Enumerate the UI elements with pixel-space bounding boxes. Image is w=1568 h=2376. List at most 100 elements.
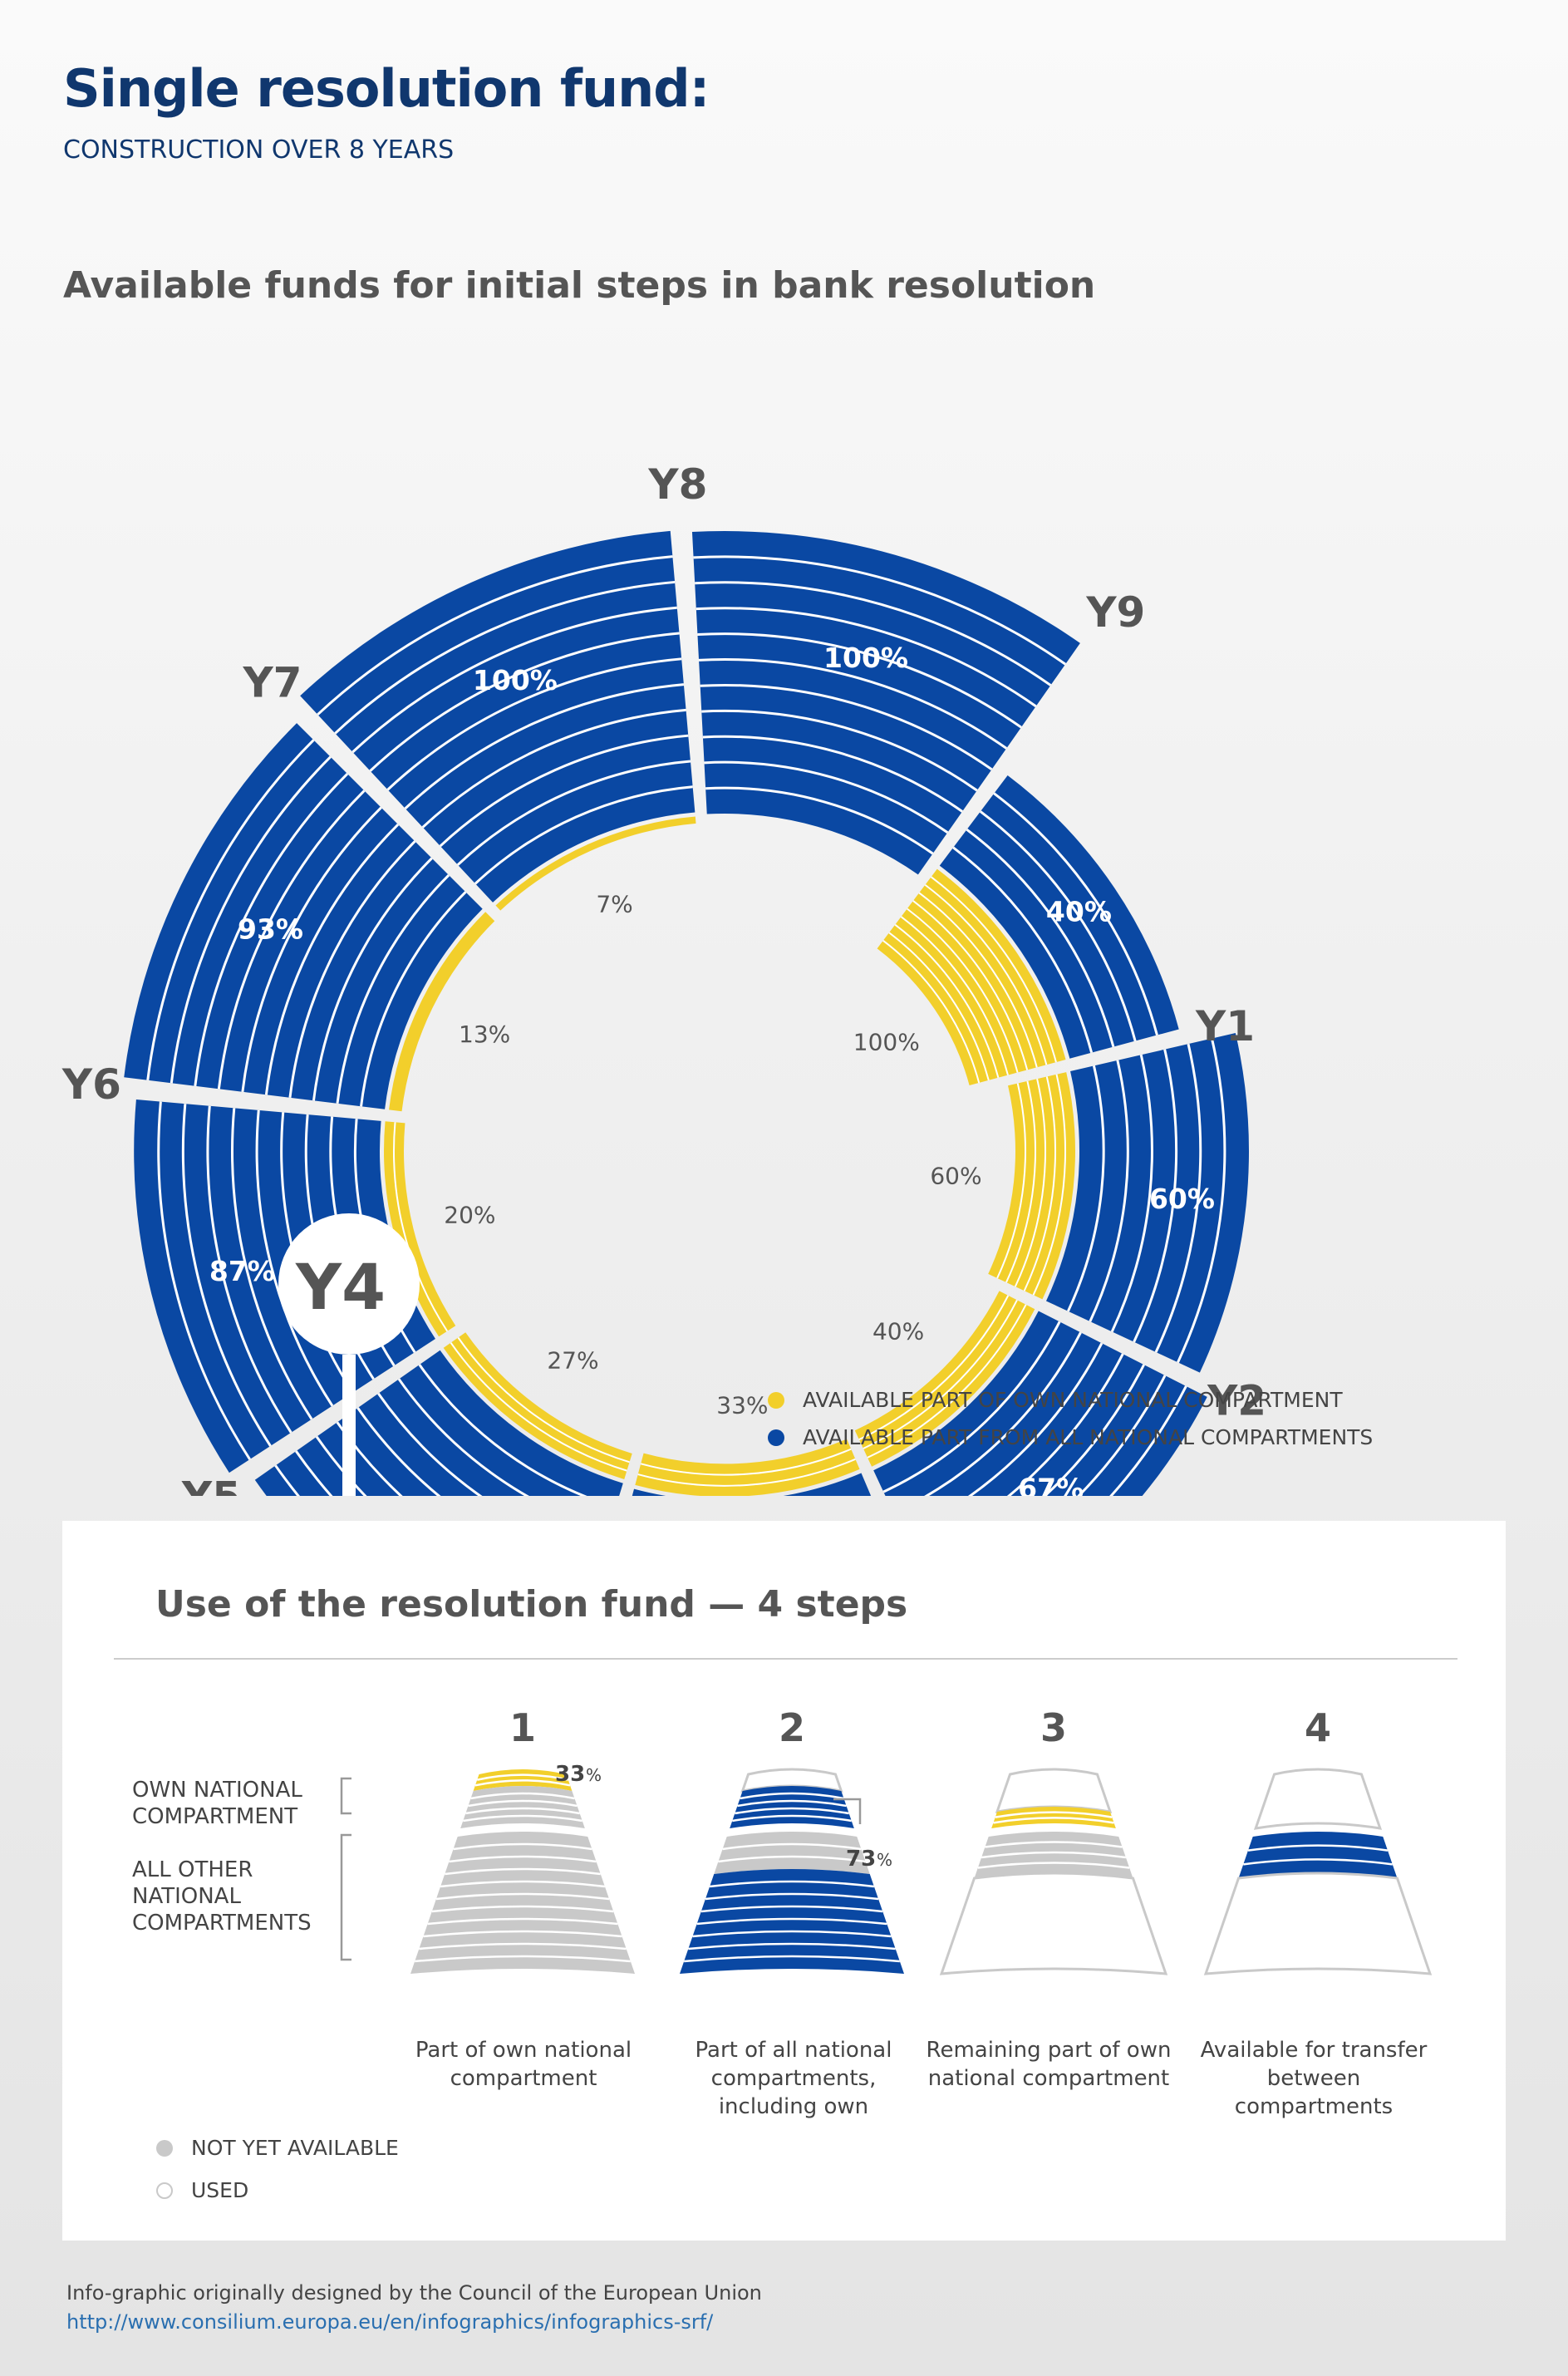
- credit-text: Info-graphic originally designed by the …: [66, 2281, 762, 2305]
- wedge-line: [449, 1855, 597, 1863]
- step-1-caption: Part of own national compartment: [415, 2038, 632, 2091]
- wedge-line: [993, 1817, 1114, 1824]
- bar-Y3: [873, 1311, 1207, 1496]
- own-bar-Y2: [988, 1072, 1076, 1300]
- bar-Y7-ring: [217, 790, 366, 1090]
- own-bar-Y1-ring: [894, 923, 1000, 1078]
- own-bar-Y1: [877, 868, 1066, 1086]
- wedge-band: [939, 1872, 1168, 1975]
- spiral-chart: 40%60%67%73%80%87%93%100%100%100%60%40%3…: [61, 460, 1266, 1496]
- wedge-line: [440, 1880, 606, 1888]
- own-bar-Y4-fill: [635, 1439, 860, 1496]
- wedge-line: [709, 1880, 875, 1888]
- wedge-line: [977, 1862, 1130, 1869]
- wedge-line: [435, 1892, 610, 1901]
- wedge-line: [463, 1814, 582, 1823]
- hollow-dot-icon: [156, 2182, 173, 2199]
- own-bar-Y3-ring: [867, 1304, 1027, 1459]
- bar-Y2-ring: [1133, 1049, 1177, 1343]
- bar-Y9: [691, 530, 1080, 875]
- wedge-line: [423, 1930, 622, 1938]
- wedge-line: [737, 1799, 847, 1808]
- bar-Y9-ring: [697, 632, 1022, 729]
- own-bar-Y5: [443, 1332, 632, 1479]
- bar-Y6-ring: [157, 1101, 251, 1460]
- step-2-wedge: [680, 1768, 904, 1974]
- step-3-number: 3: [1040, 1705, 1067, 1750]
- own-bar-Y6-fill: [383, 1121, 456, 1337]
- bar-Y9-ring: [696, 607, 1037, 708]
- legend-item-not-available: NOT YET AVAILABLE: [156, 2136, 399, 2160]
- wedge-line: [705, 1892, 879, 1901]
- bar-Y9-ring: [704, 760, 949, 834]
- bar-Y3-ring: [1043, 1364, 1145, 1496]
- bar-Y8-ring: [334, 580, 676, 735]
- year-label-Y1: Y1: [1195, 1002, 1255, 1050]
- own-bar-Y5-ring: [450, 1342, 627, 1472]
- wedge-line: [995, 1811, 1113, 1818]
- own-bar-Y1-ring: [924, 883, 1048, 1065]
- own-bar-Y1-ring: [882, 940, 981, 1084]
- own-bar-Y7-fill: [389, 912, 495, 1112]
- wedge-line: [684, 1955, 900, 1963]
- own-bar-Y7: [389, 912, 495, 1112]
- own-bar-Y1-ring: [900, 916, 1009, 1075]
- legend-item-all: AVAILABLE PART FROM ALL NATIONAL COMPART…: [768, 1425, 1373, 1449]
- bar-Y3-ring: [967, 1342, 1103, 1496]
- bar-Y8-ring: [404, 683, 685, 809]
- legend-label-not-available: NOT YET AVAILABLE: [191, 2136, 399, 2160]
- navy-dot-icon: [768, 1429, 784, 1446]
- bar-Y3-ring: [1109, 1385, 1187, 1496]
- bar-Y9-ring: [702, 735, 963, 813]
- bar-label-Y7: 93%: [238, 913, 303, 945]
- own-bar-label-Y2: 60%: [930, 1162, 981, 1189]
- bar-Y1-ring: [966, 828, 1115, 1048]
- step-4-number: 4: [1304, 1705, 1331, 1750]
- bar-Y8-ring: [421, 708, 686, 829]
- bar-Y6-ring: [181, 1104, 272, 1447]
- own-bar-Y6-ring: [393, 1122, 449, 1332]
- bar-Y6-ring: [255, 1109, 334, 1407]
- own-bar-label-Y4: 33%: [716, 1392, 768, 1419]
- bar-Y3-ring: [882, 1321, 1061, 1493]
- wedge-line: [740, 1792, 844, 1800]
- bar-Y7-ring: [194, 773, 349, 1086]
- own-bar-label-Y6: 20%: [444, 1201, 495, 1228]
- bar-Y8-ring: [474, 785, 693, 885]
- step-3-caption: Remaining part of own national compartme…: [926, 2038, 1172, 2091]
- panel-legend: NOT YET AVAILABLE USED: [156, 2136, 399, 2221]
- wedge-line: [474, 1779, 571, 1787]
- wedge-line: [468, 1799, 578, 1808]
- own-bar-Y2-ring: [996, 1083, 1026, 1279]
- bar-Y8-ring: [369, 632, 680, 772]
- bar-Y1-ring: [952, 846, 1094, 1054]
- bar-Y4-fill: [632, 1473, 872, 1496]
- own-bar-label-Y8: 7%: [596, 891, 632, 918]
- wedge-band: [974, 1832, 1133, 1878]
- own-bar-Y3-ring: [863, 1299, 1018, 1449]
- bar-Y6-ring: [231, 1108, 313, 1420]
- bar-Y1: [939, 775, 1179, 1059]
- own-bar-Y1-ring: [907, 908, 1019, 1073]
- wedge-line: [465, 1807, 580, 1815]
- legend-item-own: AVAILABLE PART OF OWN NATIONAL COMPARTME…: [768, 1388, 1373, 1412]
- panel-title: Use of the resolution fund — 4 steps: [155, 1583, 908, 1626]
- year-label-Y6: Y6: [61, 1060, 121, 1109]
- wedge-band: [680, 1869, 904, 1974]
- legend-label-own: AVAILABLE PART OF OWN NATIONAL COMPARTME…: [803, 1388, 1343, 1412]
- bar-Y3-ring: [923, 1331, 1082, 1496]
- side-label-others: ALL OTHER NATIONAL COMPARTMENTS: [132, 1857, 312, 1936]
- bar-Y2-ring: [1089, 1060, 1129, 1322]
- credit-link[interactable]: http://www.consilium.europa.eu/en/infogr…: [66, 2310, 714, 2334]
- wedge-band: [730, 1786, 854, 1828]
- wedge-band: [714, 1832, 870, 1874]
- bar-Y9-ring: [693, 555, 1067, 666]
- bar-label-Y3: 67%: [1018, 1473, 1084, 1496]
- own-bar-Y2-ring: [1005, 1080, 1036, 1283]
- own-bar-Y2-ring: [1023, 1076, 1056, 1291]
- bar-Y1-ring: [993, 792, 1158, 1036]
- bar-Y5-ring: [336, 1421, 403, 1496]
- bar-Y7-ring: [264, 823, 400, 1095]
- bar-Y8-ring: [439, 734, 689, 848]
- own-bar-Y3-fill: [854, 1291, 1035, 1467]
